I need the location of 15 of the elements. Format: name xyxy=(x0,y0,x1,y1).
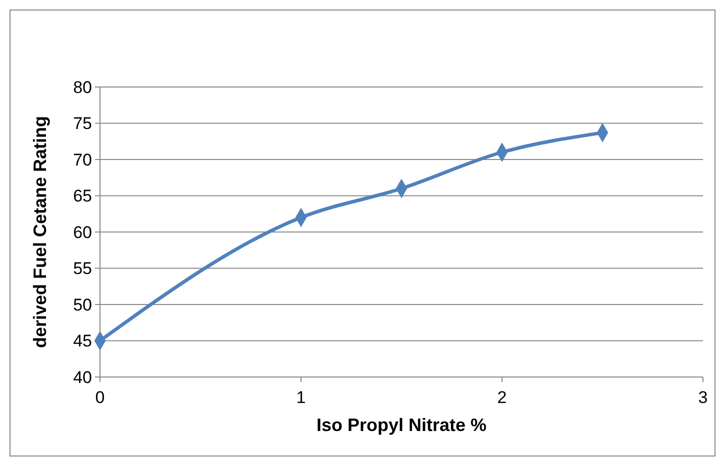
x-tick-label: 3 xyxy=(698,388,708,407)
x-axis-title: Iso Propyl Nitrate % xyxy=(316,415,487,435)
y-tick-label: 75 xyxy=(73,114,92,134)
x-tick-label: 1 xyxy=(296,388,306,407)
y-tick-label: 70 xyxy=(73,150,92,170)
y-tick-label: 50 xyxy=(73,295,92,314)
x-tick-label: 2 xyxy=(497,388,507,407)
y-tick-label: 55 xyxy=(73,259,92,278)
y-tick-label: 65 xyxy=(73,186,92,206)
y-tick-label: 45 xyxy=(73,332,92,351)
y-tick-label: 60 xyxy=(73,222,92,242)
x-tick-label: 0 xyxy=(95,388,105,407)
y-axis-title: derived Fuel Cetane Rating xyxy=(30,116,50,348)
y-tick-label: 40 xyxy=(73,368,92,387)
y-tick-label: 80 xyxy=(73,78,92,97)
